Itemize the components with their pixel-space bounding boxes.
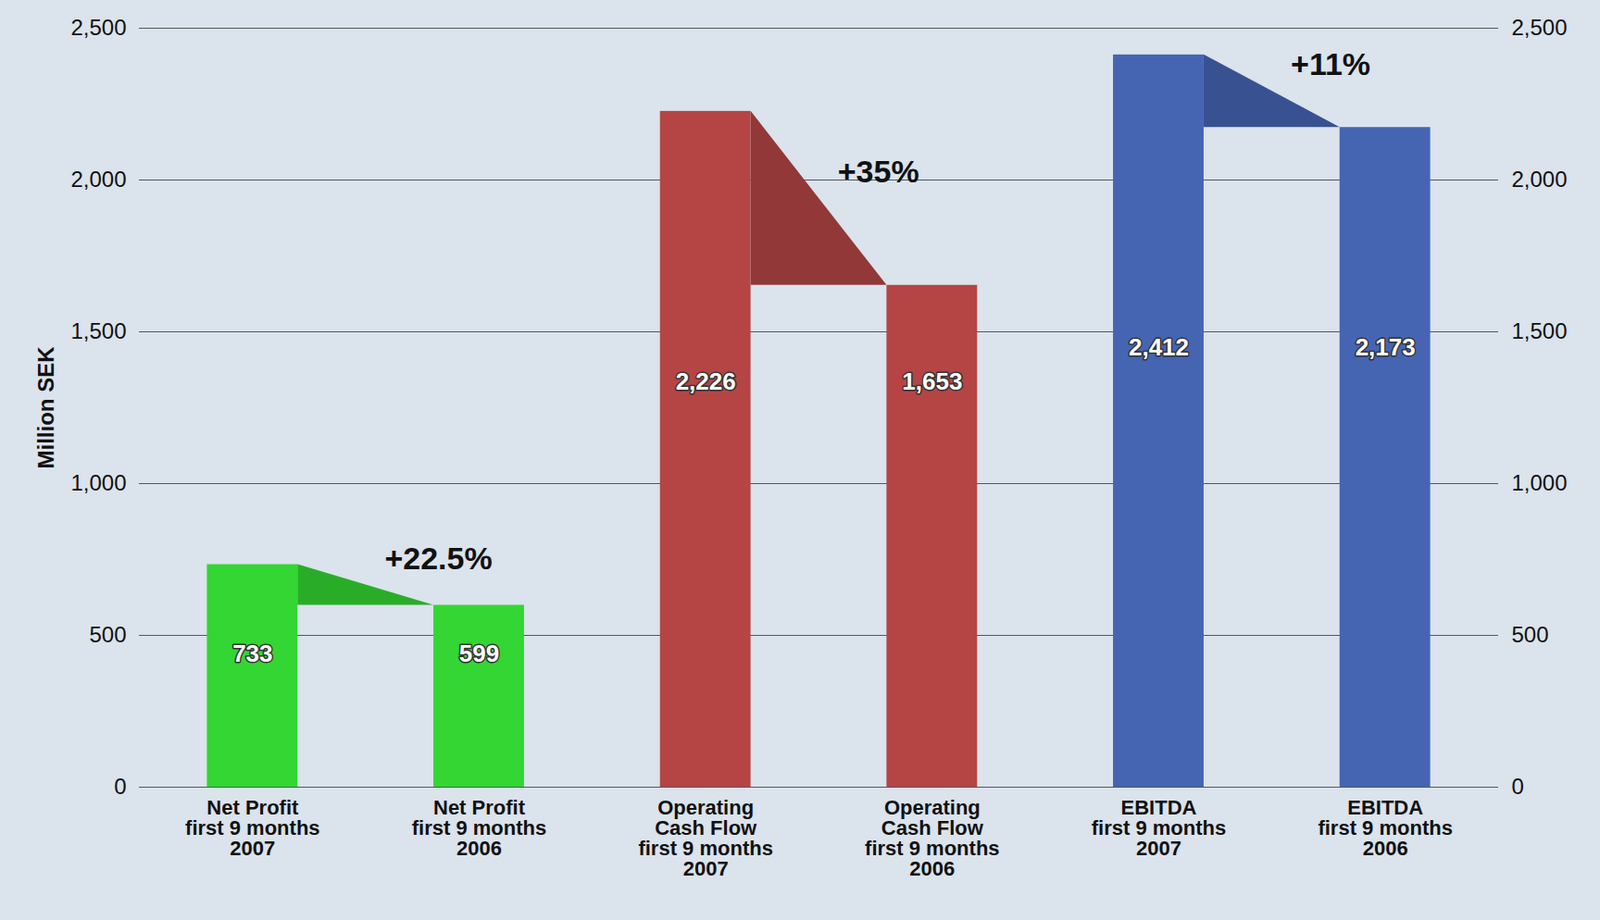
svg-text:1,000: 1,000 bbox=[1512, 470, 1568, 496]
svg-text:2,000: 2,000 bbox=[1512, 166, 1568, 192]
svg-text:733: 733 bbox=[232, 639, 273, 668]
svg-text:2,412: 2,412 bbox=[1128, 333, 1189, 362]
svg-text:500: 500 bbox=[88, 622, 126, 648]
svg-text:EBITDAfirst 9 months2006: EBITDAfirst 9 months2006 bbox=[1317, 796, 1452, 861]
svg-text:500: 500 bbox=[1512, 622, 1550, 648]
svg-text:0: 0 bbox=[113, 774, 126, 800]
svg-text:+35%: +35% bbox=[837, 153, 920, 189]
svg-text:2,226: 2,226 bbox=[675, 367, 737, 396]
svg-text:1,000: 1,000 bbox=[70, 470, 126, 496]
svg-text:1,500: 1,500 bbox=[70, 318, 126, 344]
svg-text:Net Profitfirst 9 months2007: Net Profitfirst 9 months2007 bbox=[185, 796, 320, 861]
svg-text:2,000: 2,000 bbox=[70, 166, 126, 192]
svg-text:0: 0 bbox=[1512, 774, 1525, 800]
svg-text:2,500: 2,500 bbox=[70, 14, 126, 40]
svg-text:+11%: +11% bbox=[1290, 46, 1371, 82]
svg-text:OperatingCash Flowfirst 9 mont: OperatingCash Flowfirst 9 months2007 bbox=[637, 796, 773, 881]
svg-text:2,173: 2,173 bbox=[1355, 333, 1416, 362]
svg-text:OperatingCash Flowfirst 9 mont: OperatingCash Flowfirst 9 months2006 bbox=[864, 796, 1000, 881]
svg-text:599: 599 bbox=[459, 639, 500, 668]
svg-text:1,500: 1,500 bbox=[1512, 318, 1568, 344]
svg-text:1,653: 1,653 bbox=[901, 367, 963, 396]
svg-text:+22.5%: +22.5% bbox=[384, 540, 492, 576]
svg-text:Net Profitfirst 9 months2006: Net Profitfirst 9 months2006 bbox=[412, 796, 547, 861]
svg-text:Million SEK: Million SEK bbox=[33, 346, 59, 470]
svg-text:EBITDAfirst 9 months2007: EBITDAfirst 9 months2007 bbox=[1091, 796, 1226, 861]
svg-text:2,500: 2,500 bbox=[1512, 14, 1568, 40]
